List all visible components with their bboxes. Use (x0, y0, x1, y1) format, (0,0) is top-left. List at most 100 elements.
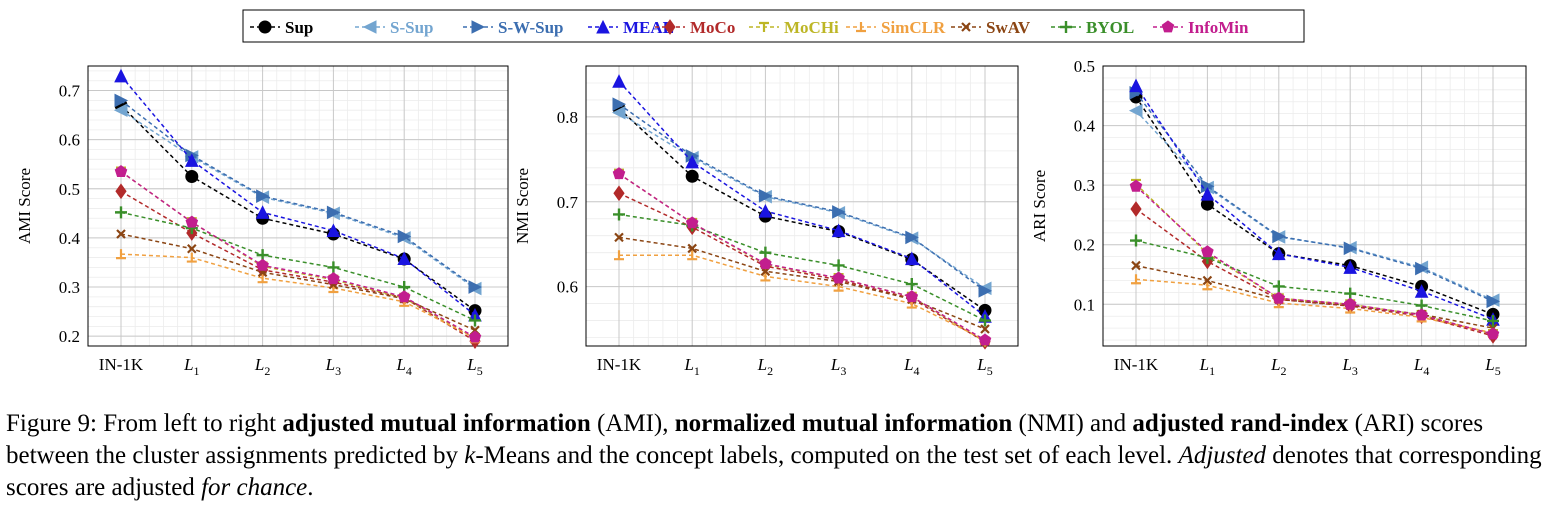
point-simclr (1131, 274, 1141, 285)
point-swav (980, 324, 990, 334)
series-meal (612, 74, 992, 323)
caption-adjusted: Adjusted (1178, 442, 1267, 469)
y-axis-label: NMI Score (513, 168, 532, 244)
minor-grid (586, 65, 1018, 346)
point-s-w-sup (612, 97, 627, 111)
series-line-mochi (120, 170, 476, 339)
y-tick-label: 0.6 (59, 131, 80, 150)
series-line-meal (120, 75, 476, 316)
point-byol (759, 246, 772, 259)
x-tick-label: L2 (254, 355, 270, 378)
point-s-w-sup (905, 230, 919, 245)
point-meal (255, 205, 270, 219)
legend-label: InfoMin (1188, 18, 1249, 37)
point-legend-mochi (759, 21, 769, 32)
x-tick-label: L3 (1341, 355, 1357, 378)
series-line-s-w-sup (618, 103, 986, 292)
series-line-simclr (1135, 278, 1494, 334)
x-tick-label: L4 (1413, 355, 1429, 378)
legend-item-byol: BYOL (1051, 18, 1134, 37)
point-s-w-sup (326, 205, 341, 220)
point-s-sup (113, 103, 128, 118)
point-meal (184, 153, 199, 167)
plot-frame (1102, 65, 1527, 347)
point-moco (115, 183, 127, 200)
point-byol (979, 314, 991, 327)
point-meal (326, 223, 341, 238)
y-tick-label: 0.8 (557, 108, 578, 127)
series-mochi (1131, 178, 1498, 340)
series-simclr (614, 250, 990, 346)
point-simclr (116, 249, 126, 260)
legend-label: Sup (285, 18, 313, 37)
x-tick-label: L1 (183, 355, 199, 378)
y-tick-label: 0.5 (59, 180, 80, 199)
series-line-moco (120, 190, 476, 342)
point-infomin (905, 290, 919, 303)
series-swav (116, 229, 480, 336)
series-line-swav (1135, 264, 1494, 329)
point-byol (613, 208, 625, 221)
y-tick-label: 0.3 (59, 278, 80, 297)
legend-item-s-sup: S-Sup (355, 18, 433, 37)
point-meal (612, 74, 626, 88)
point-infomin (256, 258, 269, 271)
legend-label: MoCHi (784, 18, 839, 37)
point-meal (397, 251, 412, 266)
x-tick-label: L4 (903, 355, 919, 378)
point-infomin (1201, 245, 1214, 258)
series-s-w-sup (114, 93, 483, 294)
legend-item-s-w-sup: S-W-Sup (463, 18, 564, 37)
series-line-s-sup (1135, 110, 1494, 301)
series-meal (114, 68, 482, 322)
caption-text: (NMI) and (1012, 410, 1133, 437)
series-line-mochi (618, 173, 986, 343)
series-line-sup (1135, 96, 1494, 316)
point-byol (1344, 287, 1357, 300)
y-tick-label: 0.6 (557, 278, 578, 297)
point-byol (327, 261, 340, 274)
caption-term-ari: adjusted rand-index (1132, 410, 1349, 437)
x-tick-label: IN-1K (597, 355, 642, 374)
point-swav (614, 232, 624, 243)
point-legend-s-w-sup (471, 20, 486, 34)
series-simclr (116, 249, 480, 344)
caption-text: -Means and the concept labels, computed … (475, 442, 1179, 469)
point-moco (613, 185, 625, 202)
point-s-w-sup (832, 205, 846, 219)
series-line-infomin (1135, 185, 1494, 335)
x-tick-label: L1 (683, 355, 699, 378)
point-infomin (327, 272, 340, 285)
point-legend-sup (258, 20, 272, 34)
point-meal (831, 223, 846, 238)
legend-label: MoCo (690, 18, 735, 37)
series-swav (614, 232, 990, 334)
series-line-simclr (619, 254, 986, 341)
series-s-sup (113, 103, 482, 296)
legend-label: SimCLR (881, 18, 946, 37)
legend-label: SwAV (986, 18, 1031, 37)
y-tick-label: 0.4 (59, 229, 81, 248)
point-legend-meal (596, 19, 610, 34)
series-line-meal (1135, 85, 1494, 320)
point-infomin (1486, 327, 1500, 340)
point-byol (1487, 314, 1499, 327)
point-infomin (612, 167, 626, 180)
point-meal (758, 203, 773, 218)
caption-text: Figure 9: From left to right (6, 410, 283, 437)
point-legend-simclr (856, 22, 866, 33)
point-s-w-sup (256, 189, 270, 203)
series-line-infomin (618, 173, 986, 341)
point-swav (187, 243, 197, 254)
y-tick-label: 0.2 (59, 327, 80, 346)
figure-caption: Figure 9: From left to right adjusted mu… (6, 408, 1550, 504)
legend-item-meal: MEAL (588, 18, 674, 37)
y-tick-label: 0.2 (1074, 236, 1095, 255)
point-infomin (832, 271, 845, 284)
caption-text: denotes that corresponding scores are ad… (6, 442, 1542, 501)
point-legend-byol (1060, 21, 1072, 33)
point-infomin (978, 333, 992, 346)
point-legend-s-sup (362, 20, 377, 34)
point-meal (1200, 186, 1215, 201)
series-line-infomin (120, 170, 476, 338)
